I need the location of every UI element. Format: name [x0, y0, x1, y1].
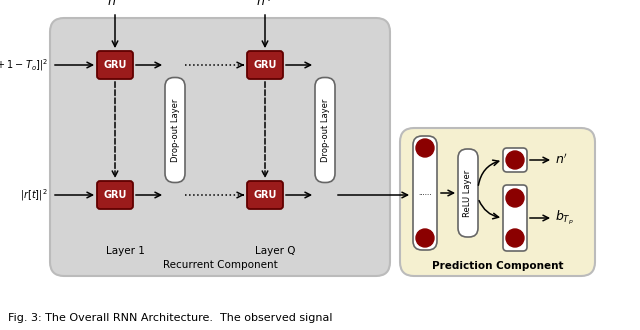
- FancyBboxPatch shape: [503, 185, 527, 251]
- Text: $h^Q$: $h^Q$: [256, 0, 274, 9]
- Circle shape: [506, 229, 524, 247]
- Text: Layer Q: Layer Q: [255, 246, 295, 256]
- Text: ......: ......: [419, 190, 432, 196]
- FancyBboxPatch shape: [247, 51, 283, 79]
- Text: Prediction Component: Prediction Component: [432, 261, 563, 271]
- Text: Fig. 3: The Overall RNN Architecture.  The observed signal: Fig. 3: The Overall RNN Architecture. Th…: [8, 313, 333, 323]
- FancyBboxPatch shape: [165, 78, 185, 182]
- Text: $|r[t]|^2$: $|r[t]|^2$: [20, 187, 48, 203]
- Text: Layer 1: Layer 1: [106, 246, 145, 256]
- Text: GRU: GRU: [103, 60, 127, 70]
- Text: $b_{T_p}$: $b_{T_p}$: [555, 209, 574, 227]
- FancyBboxPatch shape: [97, 181, 133, 209]
- FancyBboxPatch shape: [400, 128, 595, 276]
- FancyBboxPatch shape: [315, 78, 335, 182]
- Text: GRU: GRU: [253, 60, 276, 70]
- Text: ReLU Layer: ReLU Layer: [463, 169, 472, 216]
- Text: $h^1$: $h^1$: [107, 0, 123, 9]
- FancyBboxPatch shape: [97, 51, 133, 79]
- Text: GRU: GRU: [103, 190, 127, 200]
- FancyBboxPatch shape: [413, 136, 437, 250]
- Text: $|r[t+1-T_o]|^2$: $|r[t+1-T_o]|^2$: [0, 57, 48, 73]
- Circle shape: [506, 151, 524, 169]
- Text: $n'$: $n'$: [555, 153, 568, 167]
- FancyBboxPatch shape: [458, 149, 478, 237]
- Circle shape: [416, 229, 434, 247]
- FancyBboxPatch shape: [503, 148, 527, 172]
- Text: Drop-out Layer: Drop-out Layer: [170, 98, 179, 162]
- Circle shape: [506, 189, 524, 207]
- Text: Recurrent Component: Recurrent Component: [163, 260, 277, 270]
- FancyBboxPatch shape: [247, 181, 283, 209]
- Circle shape: [416, 139, 434, 157]
- Text: GRU: GRU: [253, 190, 276, 200]
- FancyBboxPatch shape: [50, 18, 390, 276]
- Text: Drop-out Layer: Drop-out Layer: [321, 98, 330, 162]
